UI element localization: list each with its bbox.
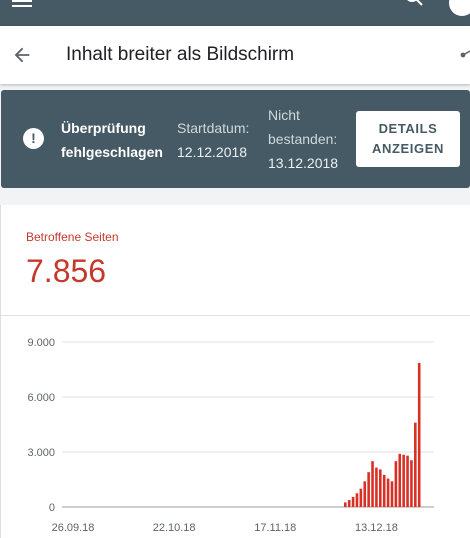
chart-bar [379,469,382,507]
search-icon[interactable] [404,0,424,8]
metric-value: 7.856 [26,253,107,289]
chart-bar [398,453,402,507]
chart-bar [417,362,421,507]
affected-pages-chart: 9.000 6.000 3.000 0 26.09.18 22.10.18 17.11.18… [27,337,434,534]
chart-bar [394,461,398,507]
x-tick-label: 22.10.18 [153,522,196,534]
page-title: Inhalt breiter als Bildschirm [66,44,295,65]
chart-bar [410,460,413,507]
validation-banner: ! Überprüfung fehlgeschlagen Startdatum:… [1,90,470,188]
y-tick-label: 3.000 [27,447,55,459]
metric-label: Betroffene Seiten [26,230,119,244]
chart-bar [375,467,378,507]
chart-bar [390,481,394,507]
card-divider [1,315,470,316]
chart-bar [359,488,363,507]
failed-date-value: 13.12.2018 [268,155,339,171]
chart-bar [344,502,347,507]
arrow-back-icon [14,47,30,63]
share-icon[interactable] [460,48,470,62]
chart-bar [347,500,351,507]
x-tick-label: 13.12.18 [355,522,398,534]
chart-bar [351,496,355,507]
chart-bar [367,472,370,507]
chart-bar [402,454,405,507]
start-date-value: 12.12.2018 [177,144,248,160]
chart-bar [363,481,367,507]
page-header: Inhalt breiter als Bildschirm [0,26,470,84]
y-tick-label: 0 [49,502,55,514]
chart-bar [382,474,386,507]
start-date-label: Startdatum: [177,120,250,136]
chart-bar [371,461,374,507]
back-button[interactable] [8,41,36,69]
alert-icon: ! [23,128,44,149]
y-tick-label: 6.000 [27,392,55,404]
menu-icon[interactable] [12,0,32,7]
x-tick-label: 17.11.18 [254,522,296,534]
chart-bar [355,493,359,507]
account-icon[interactable] [449,0,470,16]
chart-bar [386,478,390,507]
x-tick-label: 26.09.18 [52,522,95,534]
y-tick-label: 9.000 [27,337,55,349]
failed-date-label: Nicht bestanden: [268,107,338,147]
details-button[interactable]: DETAILS ANZEIGEN [356,111,460,167]
top-app-bar [0,0,470,26]
validation-status: Überprüfung fehlgeschlagen [61,120,163,160]
chart-bar [414,422,417,507]
chart-bar [406,455,409,507]
